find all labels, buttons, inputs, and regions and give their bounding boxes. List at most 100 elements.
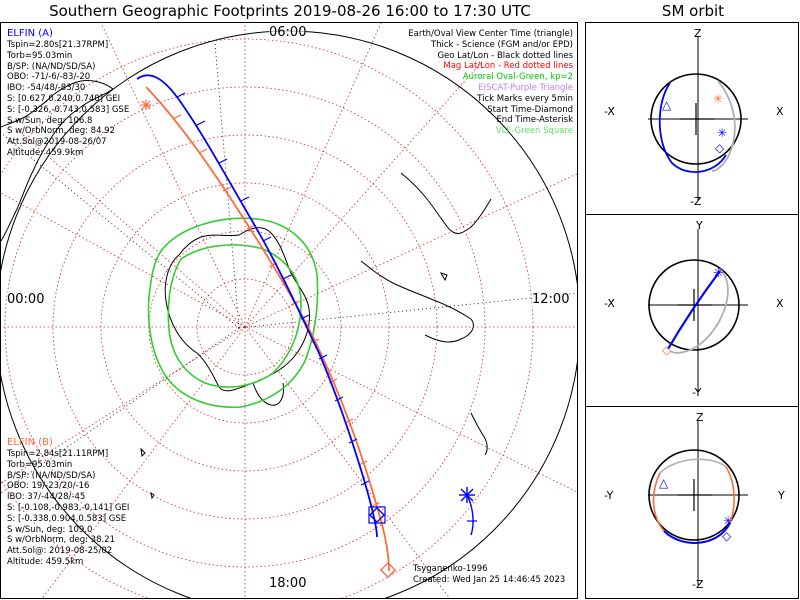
legend-entry: Start Time-Diamond <box>487 104 573 115</box>
sm-yz-start-marker: △ <box>659 476 669 490</box>
legend-entry: VLF-Green Square <box>495 126 573 137</box>
legend-entry: Thick - Science (FGM and/or EPD) <box>430 39 573 50</box>
legend-entry: Tick Marks every 5min <box>477 93 573 104</box>
sm-yz-up-label: Z <box>696 411 704 424</box>
coastlines <box>1 80 492 500</box>
sm-yz-left-label: -Y <box>604 489 614 502</box>
elfin-b-line: S: [-0.108,-0.983,-0.141] GEI <box>7 502 130 513</box>
elfin-b-track <box>141 86 397 579</box>
sm-yz-down-label: -Z <box>692 578 704 591</box>
auroral-oval-outer <box>147 217 319 409</box>
sm-xz-elfin-b-end: ◇ <box>715 141 725 155</box>
elfin-b-line: B/SP: (NA/ND/SD/SA) <box>7 470 96 481</box>
sm-yz-gray-orbit <box>659 458 727 474</box>
elfin-a-info: ELFIN (A) Tspin=2.80s[21.37RPM] Torb=95.… <box>7 28 129 159</box>
sm-xz-up-label: Z <box>694 27 702 40</box>
elfin-a-line: Torb=95.03min <box>7 50 73 61</box>
sm-xz-down-label: -Z <box>690 195 702 208</box>
sm-xy-elfin-b-orbit <box>669 268 729 354</box>
elfin-a-line: S: [0.627,0.240,0.740] GEI <box>7 93 121 104</box>
legend-entry: EISCAT-Purple Triangle <box>478 82 573 93</box>
elfin-a-line: Tspin=2.80s[21.37RPM] <box>7 40 109 50</box>
auroral-oval <box>147 217 319 409</box>
sm-xz-elfin-b-start: ✳ <box>713 92 723 106</box>
elfin-b-line: S: [-0.338,0.904,0.583] GSE <box>7 513 127 524</box>
sm-orbit-yz-panel: △ ✳ ◇ Z -Z -Y Y <box>585 406 799 599</box>
sm-xy-up-label: Y <box>696 219 703 232</box>
elfin-b-line: S w/OrbNorm, deg: 38.21 <box>7 535 116 546</box>
elfin-b-line: OBO: 19/-23/20/-16 <box>7 481 90 492</box>
sm-yz-right-label: Y <box>778 489 785 502</box>
elfin-a-name: ELFIN (A) <box>7 28 53 39</box>
sm-xz-canvas: △ ✳ ✳ ◇ <box>648 37 748 201</box>
elfin-a-line: Att.Sol@2019-08-26/07 <box>7 137 107 148</box>
sm-xy-down-label: -Y <box>692 386 702 399</box>
elfin-b-line: Torb=95.03min <box>7 459 73 470</box>
model-credit: Tsyganenko-1996 <box>413 564 488 574</box>
sm-xy-right-label: X <box>776 297 784 310</box>
geo-grid <box>1 42 577 494</box>
sm-xy-start-marker: ✳ <box>713 266 724 281</box>
elfin-a-line: S: [-0.326,-0.743,0.583] GSE <box>7 104 130 115</box>
elfin-b-path <box>145 86 390 572</box>
africa-coast <box>400 172 492 234</box>
sm-xz-elfin-b-orbit <box>711 80 736 172</box>
elfin-b-line: S w/Sun, deg: 109.0 <box>7 524 93 535</box>
sm-xy-canvas: ✳ ◇ <box>648 229 748 393</box>
elfin-a-line: OBO: -71/-6/-83/-20 <box>7 72 91 83</box>
map-legend: Earth/Oval View Center Time (triangle) T… <box>408 29 573 137</box>
sm-orbit-title: SM orbit <box>661 2 725 20</box>
elfin-a-line: B/SP: (NA/ND/SD/SA) <box>7 61 96 72</box>
elfin-b-line: IBO: 37/-44/28/-45 <box>7 492 86 503</box>
elfin-b-name: ELFIN (B) <box>7 437 53 448</box>
legend-entry: Auroral Oval-Green, kp=2 <box>462 72 573 83</box>
sm-xz-right-label: X <box>776 105 784 118</box>
sm-yz-end-marker: ✳ <box>723 514 733 528</box>
elfin-a-track <box>136 74 477 538</box>
elfin-b-info: ELFIN (B) Tspin=2.84s[21.11RPM] Torb=95.… <box>7 437 129 568</box>
sm-yz-elfin-b-orbit <box>652 466 735 532</box>
hour-label-12: 12:00 <box>532 292 570 307</box>
sm-yz-canvas: △ ✳ ◇ <box>648 421 748 585</box>
sm-xy-left-label: -X <box>604 297 615 310</box>
legend-entry: End Time-Asterisk <box>496 115 573 126</box>
elfin-a-path <box>136 74 378 538</box>
sm-orbit-xz-panel: △ ✳ ✳ ◇ Z -Z -X X <box>585 22 799 215</box>
sm-xy-elfin-a-orbit <box>667 270 721 350</box>
elfin-b-line: Att.Sol@: 2019-08-25/02 <box>7 546 113 557</box>
footprint-map: 06:00 00:00 12:00 18:00 ELFIN (A) Tspin=… <box>0 22 578 599</box>
sm-xz-elfin-a-end: ✳ <box>717 126 727 140</box>
australia-coast <box>360 260 474 343</box>
hour-label-00: 00:00 <box>7 292 45 307</box>
elfin-b-end-asterisk <box>141 100 151 110</box>
south-america-coast <box>1 80 114 242</box>
new-zealand-coast <box>470 412 488 456</box>
hour-label-06: 06:00 <box>269 25 307 40</box>
legend-entry: Mag Lat/Lon - Red dotted lines <box>443 61 573 72</box>
credits: Tsyganenko-1996 Created: Wed Jan 25 14:4… <box>413 564 565 586</box>
hour-label-18: 18:00 <box>269 576 307 591</box>
sm-orbit-xy-panel: ✳ ◇ Y -Y -X X <box>585 214 799 407</box>
elfin-a-start-square <box>368 506 386 524</box>
auroral-oval-inner <box>167 244 302 388</box>
elfin-a-start-diamond <box>368 506 386 524</box>
legend-entry: Geo Lat/Lon - Black dotted lines <box>437 50 573 61</box>
elfin-a-line: Altitude: 459.9km <box>7 147 84 158</box>
sm-xz-left-label: -X <box>604 105 615 118</box>
plot-title: Southern Geographic Footprints 2019-08-2… <box>49 2 531 20</box>
elfin-b-line: Altitude: 459.5km <box>7 556 84 567</box>
elfin-a-line: IBO: -54/48/-83/30 <box>7 83 86 94</box>
sm-xz-elfin-a-start: △ <box>662 98 672 112</box>
elfin-b-tick-marks <box>172 114 380 508</box>
sm-xy-end-marker: ◇ <box>662 343 672 357</box>
created-timestamp: Created: Wed Jan 25 14:46:45 2023 <box>413 575 566 585</box>
islands <box>140 272 448 500</box>
elfin-a-tick-marks <box>176 92 370 486</box>
antarctica-coast <box>164 227 310 406</box>
sm-xz-elfin-a-orbit <box>658 82 727 173</box>
elfin-a-line: S w/Sun, deg: 106.8 <box>7 115 93 126</box>
elfin-a-line: S w/OrbNorm, deg: 84.92 <box>7 126 116 137</box>
elfin-b-start-diamond <box>379 561 397 579</box>
elfin-b-line: Tspin=2.84s[21.11RPM] <box>7 449 109 459</box>
legend-entry: Earth/Oval View Center Time (triangle) <box>408 29 573 39</box>
